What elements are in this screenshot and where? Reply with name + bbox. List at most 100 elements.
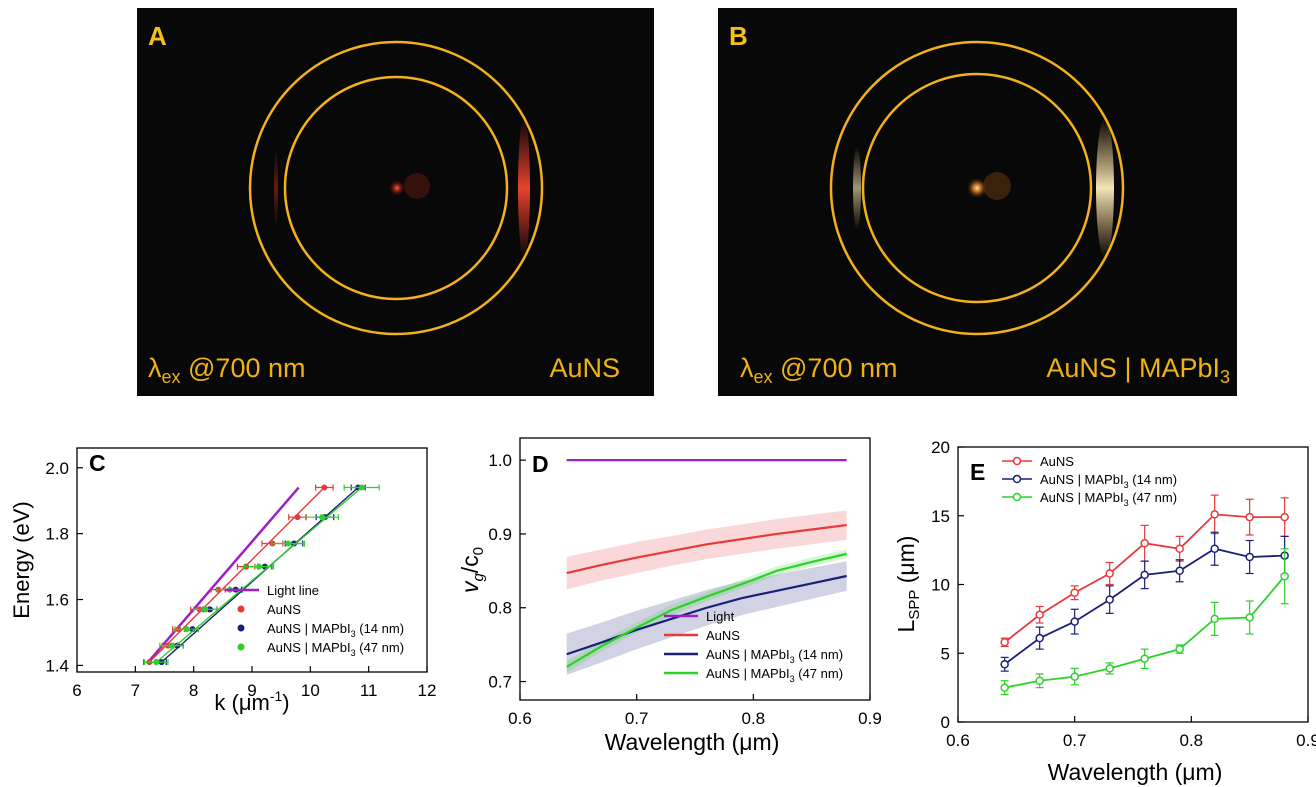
y-axis-label-main: v: [457, 580, 483, 593]
legend-label-sub: 3: [790, 674, 795, 684]
data-point: [1140, 654, 1149, 663]
panel-a-inner-ring: [283, 75, 509, 301]
panel-a-left-fringe: [274, 148, 278, 228]
data-point: [153, 659, 160, 666]
data-point: [1035, 676, 1044, 685]
y-tick-label: 0.7: [488, 673, 512, 692]
data-point: [1175, 544, 1184, 553]
data-point: [1070, 672, 1079, 681]
y-axis-label-mid: /c: [457, 555, 483, 573]
data-point: [183, 626, 190, 633]
legend-label-name: AuNS | MAPbI: [267, 621, 351, 636]
legend-label: AuNS | MAPbI3 (14 nm): [267, 621, 404, 639]
legend-label: AuNS | MAPbI3 (47 nm): [267, 640, 404, 658]
x-axis-label: Wavelength (μm): [605, 729, 780, 755]
panel-a: A λex @700 nm AuNS: [137, 8, 654, 396]
data-point: [1280, 512, 1289, 522]
legend-swatch-marker: [1012, 474, 1022, 484]
legend-label: AuNS | MAPbI3 (47 nm): [706, 666, 843, 684]
panel-b-outer-ring: [829, 40, 1125, 336]
series-line: [566, 574, 847, 656]
y-tick-label: 1.4: [45, 656, 69, 675]
panel-b-excitation-spot: [966, 177, 988, 199]
y-tick-label: 15: [931, 507, 950, 526]
data-point: [1245, 512, 1254, 522]
panel-a-excitation-label: λex @700 nm: [148, 353, 305, 387]
y-tick-label: 1.6: [45, 591, 69, 610]
data-point: [1000, 638, 1009, 647]
data-point: [1210, 614, 1219, 624]
y-axis-label-main: L: [893, 619, 919, 632]
panel-e-letter: E: [970, 459, 985, 485]
data-point: [1000, 660, 1009, 669]
y-tick-label: 1.0: [488, 451, 512, 470]
data-point: [202, 606, 209, 613]
x-tick-label: 0.7: [625, 709, 649, 728]
x-axis-label-tail: ): [282, 690, 289, 715]
panel-b-left-fringe: [853, 146, 861, 230]
plot-frame: [957, 446, 1309, 723]
data-point: [1105, 569, 1114, 578]
x-tick-label: 0.9: [858, 709, 882, 728]
data-point: [294, 514, 301, 521]
data-point: [1105, 595, 1114, 604]
plot-frame: [519, 437, 871, 701]
legend-label-name: AuNS | MAPbI: [706, 647, 790, 662]
legend-label-tail: (47 nm): [1129, 490, 1177, 505]
y-axis-label-tail: (μm): [893, 536, 919, 590]
panel-a-letter: A: [148, 21, 167, 51]
legend-swatch-marker: [1012, 456, 1022, 466]
legend-label-name: AuNS: [706, 628, 740, 643]
x-tick-label: 0.9: [1296, 731, 1316, 750]
y-tick-label: 0: [941, 713, 950, 732]
x-axis-label-main: k (μm: [214, 690, 269, 715]
legend-swatch-marker: [237, 624, 245, 632]
data-point: [1175, 644, 1184, 654]
legend-label-name: Light: [706, 609, 735, 624]
x-axis-label-sup: -1: [270, 688, 283, 704]
x-tick-label: 0.8: [742, 709, 766, 728]
legend-swatch-marker: [237, 643, 245, 651]
data-point: [1140, 570, 1149, 580]
y-tick-label: 10: [931, 576, 950, 595]
x-tick-label: 8: [189, 681, 198, 700]
panel-b-halo: [983, 172, 1011, 200]
legend-label-name: AuNS | MAPbI: [267, 640, 351, 655]
series-line: [1004, 575, 1286, 689]
legend-label-sub: 3: [351, 648, 356, 658]
confidence-band: [566, 510, 847, 590]
chart-d: 0.6 0.7 0.8 0.9 0.7 0.8 0.9 1.0 D Light AuNS AuNS |…: [457, 437, 882, 755]
legend-label: AuNS | MAPbI3 (47 nm): [1040, 490, 1177, 508]
legend-label-name: AuNS: [1040, 454, 1074, 469]
panel-b-right-fringe: [1096, 118, 1114, 258]
data-point: [285, 540, 292, 547]
data-point: [358, 484, 365, 491]
y-tick-label: 0.9: [488, 525, 512, 544]
data-point: [1035, 633, 1044, 643]
legend-label: AuNS | MAPbI3 (14 nm): [706, 647, 843, 665]
x-tick-label: 0.6: [946, 731, 970, 750]
legend-label-name: AuNS | MAPbI: [706, 666, 790, 681]
data-point: [168, 642, 175, 649]
y-tick-label: 0.8: [488, 599, 512, 618]
panel-b: B λex @700 nm AuNS | MAPbI3: [718, 8, 1237, 396]
x-tick-label: 6: [72, 681, 81, 700]
y-axis-label-sub: g: [470, 573, 487, 582]
x-axis-label: Wavelength (μm): [1048, 759, 1223, 785]
y-axis-label-sub2: 0: [470, 547, 487, 555]
panel-b-excitation-label: λex @700 nm: [740, 353, 897, 387]
y-tick-label: 20: [931, 438, 950, 457]
x-tick-label: 10: [301, 681, 320, 700]
legend-label-tail: (14 nm): [356, 621, 404, 636]
y-axis-label: vg/c0: [457, 547, 487, 593]
legend-label-sub: 3: [1124, 498, 1129, 508]
legend-label-sub: 3: [351, 629, 356, 639]
panel-d-letter: D: [532, 451, 549, 477]
data-point: [1070, 617, 1079, 626]
panel-a-halo: [404, 173, 430, 199]
data-point: [1175, 566, 1184, 575]
legend-label-tail: (47 nm): [795, 666, 843, 681]
y-axis-label-sub: SPP: [906, 590, 923, 620]
x-tick-label: 0.6: [508, 709, 532, 728]
